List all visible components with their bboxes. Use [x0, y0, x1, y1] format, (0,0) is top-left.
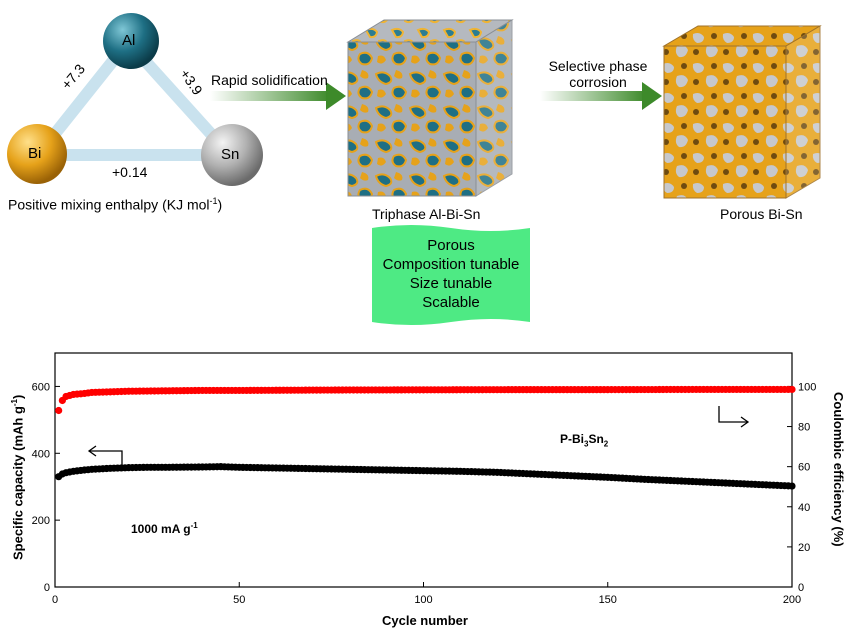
cube-triphase: [346, 19, 514, 197]
efficiency-point: [55, 406, 63, 415]
left-axis-arrow: [89, 450, 123, 466]
sn-label: Sn: [221, 146, 240, 163]
x-tick-label: 100: [414, 594, 432, 606]
bi-sphere: [7, 124, 67, 184]
schematic: [7, 13, 822, 325]
x-tick-label: 200: [783, 594, 801, 606]
al-sphere: [103, 13, 159, 69]
y-right-tick-label: 40: [798, 502, 810, 514]
y-right-tick-label: 0: [798, 582, 804, 594]
al-label: Al: [122, 32, 136, 49]
y-left-tick-label: 400: [32, 448, 50, 460]
x-tick-label: 150: [599, 594, 617, 606]
arrow-phase-corrosion: [540, 82, 662, 110]
y-left-tick-label: 0: [44, 582, 50, 594]
rate-label: 1000 mA g-1: [131, 521, 198, 536]
y-left-tick-label: 200: [32, 515, 50, 527]
efficiency-point: [788, 385, 796, 394]
y-left-tick-label: 600: [32, 381, 50, 393]
y-right-tick-label: 20: [798, 542, 810, 554]
feature-item: Porous: [427, 237, 475, 254]
bi-label: Bi: [28, 145, 42, 162]
x-axis-title: Cycle number: [382, 613, 468, 628]
feature-box-shape: [372, 225, 530, 325]
feature-item: Composition tunable: [382, 256, 520, 273]
capacity-point: [788, 482, 796, 490]
x-tick-label: 0: [52, 594, 58, 606]
sample-label: P-Bi3Sn2: [560, 432, 609, 449]
triangle-caption: Positive mixing enthalpy (KJ mol-1): [8, 196, 223, 213]
y-right-axis-title: Coulombic efficiency (%): [831, 392, 846, 547]
x-tick-label: 50: [233, 594, 245, 606]
cube-porous: [662, 25, 822, 199]
feature-list: Porous Composition tunable Size tunable …: [372, 236, 530, 312]
right-axis-arrowhead: [740, 416, 750, 428]
step1-label: Rapid solidification: [211, 72, 328, 88]
cube2-caption: Porous Bi-Sn: [720, 206, 803, 222]
sn-sphere: [201, 124, 263, 186]
enthalpy-bi-sn: +0.14: [112, 164, 148, 180]
y-right-tick-label: 100: [798, 381, 816, 393]
y-left-axis-title: Specific capacity (mAh g-1): [10, 394, 26, 560]
y-right-tick-label: 80: [798, 422, 810, 434]
feature-item: Scalable: [422, 294, 480, 311]
cube1-caption: Triphase Al-Bi-Sn: [372, 206, 481, 222]
step2-label: Selective phase corrosion: [548, 58, 648, 90]
arrow-rapid-solidification: [210, 82, 346, 110]
left-axis-arrowhead: [87, 445, 97, 457]
right-axis-arrow: [718, 406, 748, 423]
feature-item: Size tunable: [409, 275, 493, 292]
y-right-tick-label: 60: [798, 462, 810, 474]
